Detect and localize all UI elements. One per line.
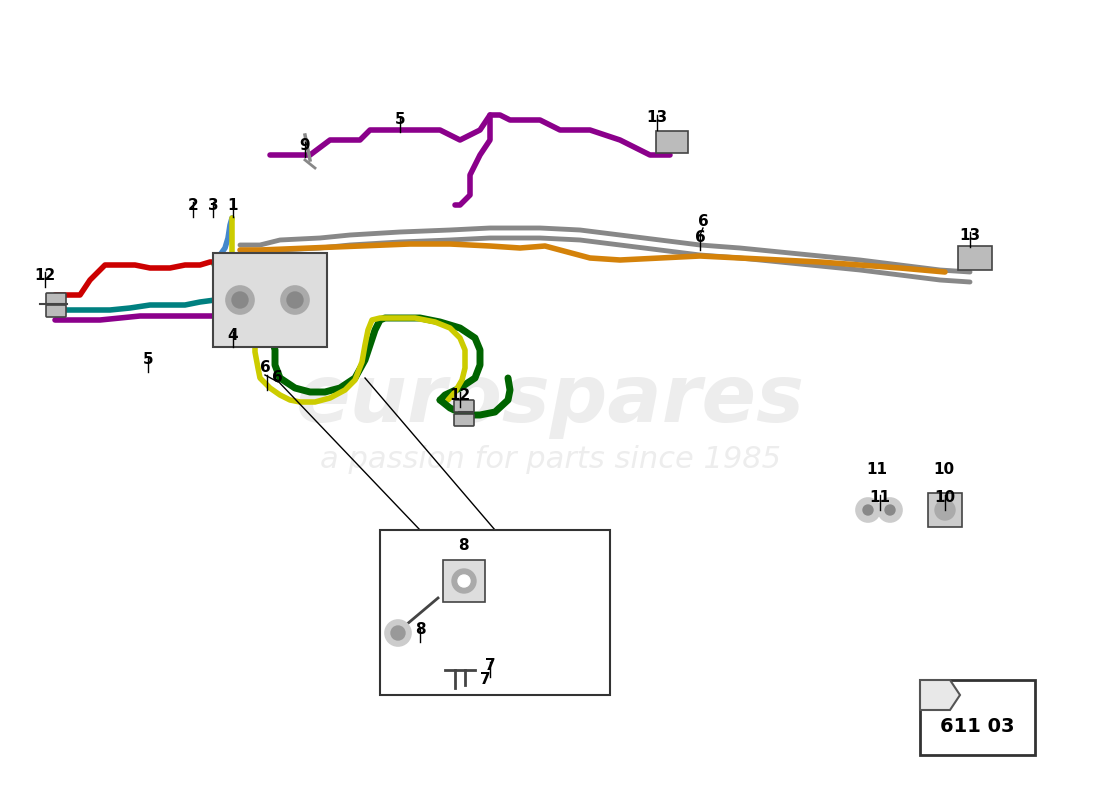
Text: 10: 10 — [934, 490, 956, 506]
FancyBboxPatch shape — [920, 680, 1035, 755]
Text: 11: 11 — [869, 490, 891, 506]
Text: 4: 4 — [228, 327, 239, 342]
Circle shape — [390, 626, 405, 640]
Text: 7: 7 — [485, 658, 495, 673]
FancyBboxPatch shape — [454, 400, 474, 412]
Text: a passion for parts since 1985: a passion for parts since 1985 — [319, 446, 781, 474]
Text: 6: 6 — [697, 214, 708, 230]
Text: 5: 5 — [143, 353, 153, 367]
Text: 1: 1 — [228, 198, 239, 213]
Text: 12: 12 — [34, 267, 56, 282]
Circle shape — [280, 286, 309, 314]
Text: 9: 9 — [299, 138, 310, 153]
Text: 6: 6 — [272, 370, 283, 386]
Text: 3: 3 — [208, 198, 218, 213]
Circle shape — [287, 292, 303, 308]
Polygon shape — [920, 680, 960, 710]
Circle shape — [458, 575, 470, 587]
Circle shape — [878, 498, 902, 522]
Circle shape — [385, 620, 411, 646]
FancyBboxPatch shape — [443, 560, 485, 602]
Text: 6: 6 — [260, 361, 271, 375]
FancyBboxPatch shape — [46, 293, 66, 305]
Circle shape — [856, 498, 880, 522]
Text: 10: 10 — [934, 462, 955, 478]
Text: 13: 13 — [959, 227, 980, 242]
Text: 611 03: 611 03 — [939, 718, 1014, 737]
FancyBboxPatch shape — [958, 246, 992, 270]
Circle shape — [232, 292, 248, 308]
FancyBboxPatch shape — [46, 305, 66, 317]
FancyBboxPatch shape — [656, 131, 688, 153]
Circle shape — [226, 286, 254, 314]
Text: 2: 2 — [188, 198, 198, 213]
FancyBboxPatch shape — [213, 253, 327, 347]
Text: eurospares: eurospares — [296, 361, 804, 439]
Circle shape — [864, 505, 873, 515]
Circle shape — [886, 505, 895, 515]
Text: 13: 13 — [647, 110, 668, 126]
FancyBboxPatch shape — [928, 493, 962, 527]
Text: 11: 11 — [867, 462, 888, 478]
FancyBboxPatch shape — [454, 414, 474, 426]
Text: 12: 12 — [450, 387, 471, 402]
Text: 6: 6 — [694, 230, 705, 246]
Text: 8: 8 — [458, 538, 469, 553]
Text: 8: 8 — [415, 622, 426, 638]
Text: 7: 7 — [480, 673, 491, 687]
Bar — [379, 530, 610, 695]
Circle shape — [452, 569, 476, 593]
Circle shape — [935, 500, 955, 520]
Text: 5: 5 — [395, 113, 405, 127]
